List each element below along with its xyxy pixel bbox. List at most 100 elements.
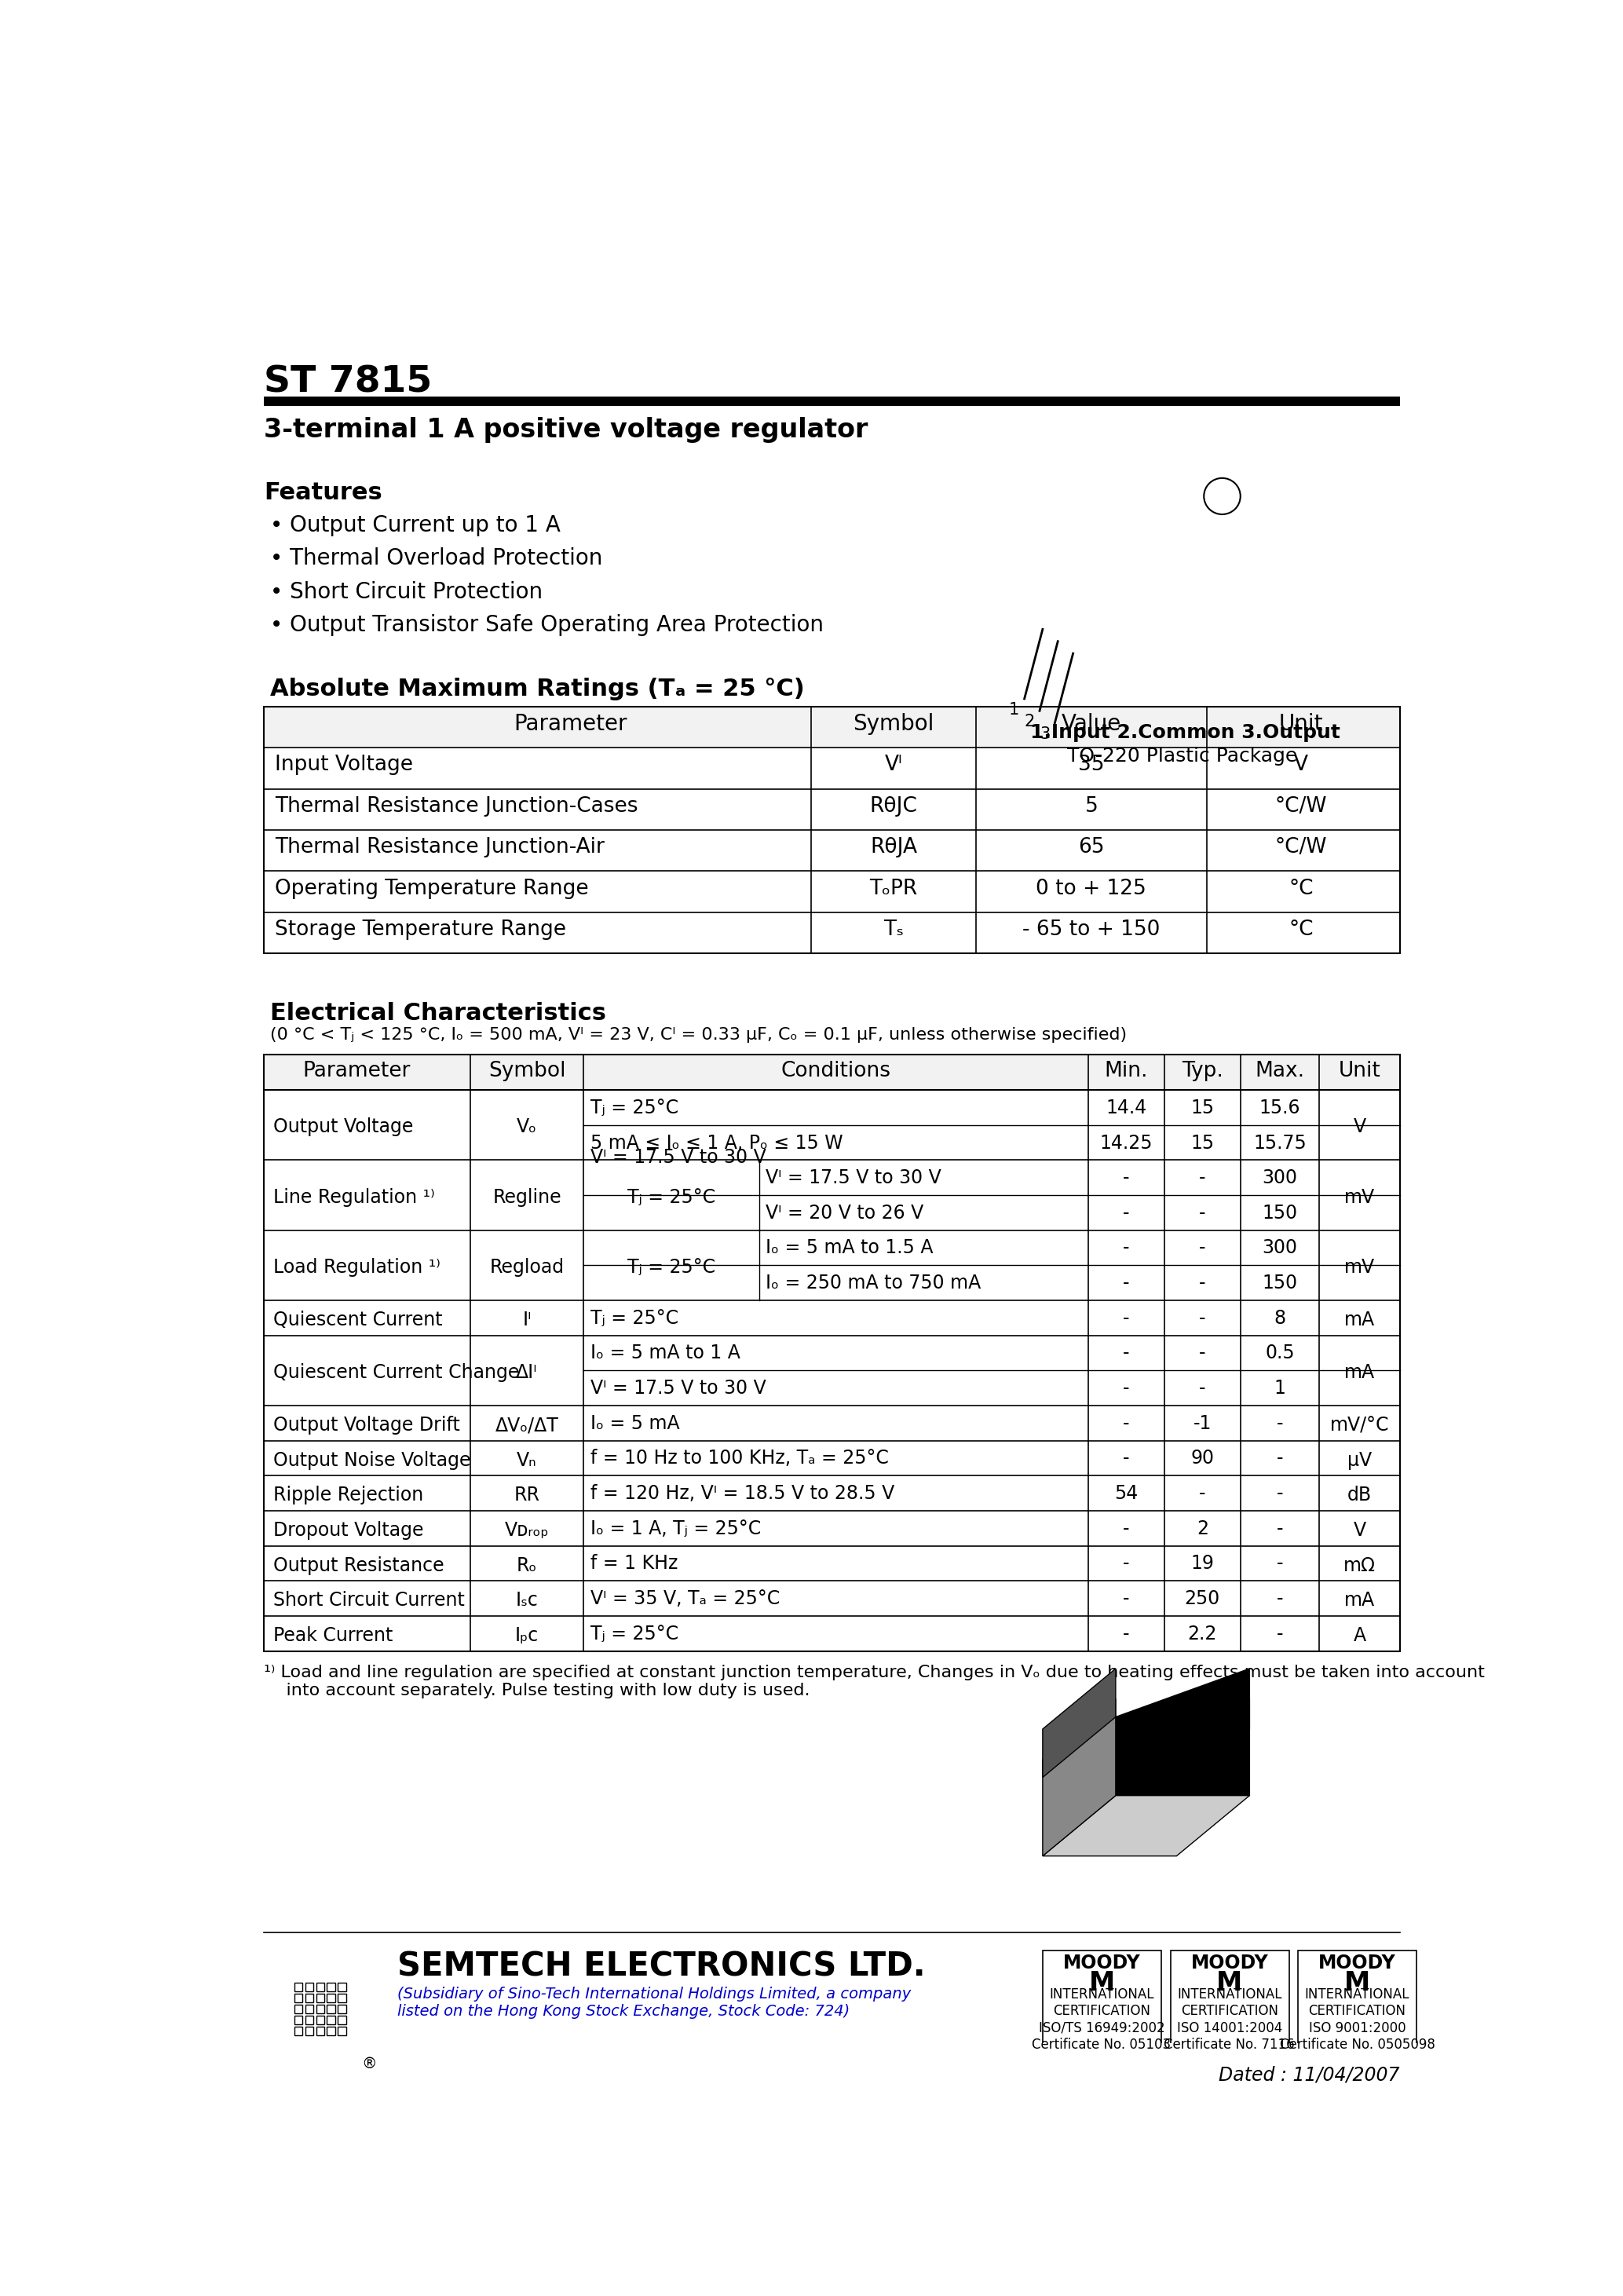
Text: Output Voltage Drift: Output Voltage Drift <box>273 1417 459 1435</box>
Text: -: - <box>1199 1483 1206 1504</box>
Text: Operating Temperature Range: Operating Temperature Range <box>274 879 589 898</box>
Text: -: - <box>1277 1449 1284 1467</box>
Text: INTERNATIONAL: INTERNATIONAL <box>1048 1988 1154 2002</box>
Text: 3-terminal 1 A positive voltage regulator: 3-terminal 1 A positive voltage regulato… <box>263 418 868 443</box>
Text: Tⱼ = 25°C: Tⱼ = 25°C <box>591 1626 678 1644</box>
Text: °C/W: °C/W <box>1276 838 1328 859</box>
Text: -: - <box>1199 1274 1206 1293</box>
Text: mV/°C: mV/°C <box>1329 1417 1389 1435</box>
Text: mV: mV <box>1344 1258 1375 1277</box>
Text: 14.25: 14.25 <box>1100 1134 1152 1153</box>
Text: -1: -1 <box>1193 1414 1211 1433</box>
Text: -: - <box>1123 1343 1130 1364</box>
Text: 15.75: 15.75 <box>1253 1134 1307 1153</box>
Text: f = 10 Hz to 100 KHz, Tₐ = 25°C: f = 10 Hz to 100 KHz, Tₐ = 25°C <box>591 1449 889 1467</box>
Text: 0.5: 0.5 <box>1266 1343 1295 1364</box>
Text: -: - <box>1199 1309 1206 1327</box>
Bar <box>305 2027 313 2034</box>
Text: 15: 15 <box>1191 1134 1214 1153</box>
Bar <box>338 1993 346 2002</box>
Text: -: - <box>1199 1203 1206 1221</box>
Text: Symbol: Symbol <box>854 712 935 735</box>
Text: Absolute Maximum Ratings (Tₐ = 25 °C): Absolute Maximum Ratings (Tₐ = 25 °C) <box>269 677 805 700</box>
Text: -: - <box>1123 1554 1130 1573</box>
Text: mA: mA <box>1344 1364 1375 1382</box>
Bar <box>294 1984 302 1991</box>
Text: -: - <box>1277 1520 1284 1538</box>
Text: -: - <box>1277 1626 1284 1644</box>
Bar <box>305 2016 313 2025</box>
Text: Tₛ: Tₛ <box>883 918 904 939</box>
Bar <box>326 1993 336 2002</box>
Text: Regline: Regline <box>492 1187 562 1208</box>
Text: Vₙ: Vₙ <box>516 1451 537 1469</box>
Text: Min.: Min. <box>1105 1061 1147 1081</box>
Text: Vₒ: Vₒ <box>516 1118 537 1137</box>
Text: 90: 90 <box>1191 1449 1214 1467</box>
Text: -: - <box>1123 1309 1130 1327</box>
Text: Storage Temperature Range: Storage Temperature Range <box>274 918 566 939</box>
Circle shape <box>1204 478 1240 514</box>
Text: CERTIFICATION: CERTIFICATION <box>1053 2004 1151 2018</box>
Text: Output Voltage: Output Voltage <box>273 1118 412 1137</box>
Text: V: V <box>1354 1118 1367 1137</box>
Bar <box>263 1054 1401 1091</box>
Text: -: - <box>1199 1238 1206 1258</box>
Bar <box>338 2016 346 2025</box>
Text: -: - <box>1123 1238 1130 1258</box>
Text: ST 7815: ST 7815 <box>263 365 432 400</box>
Text: 5: 5 <box>1084 797 1097 817</box>
Text: Certificate No. 05103: Certificate No. 05103 <box>1032 2039 1172 2053</box>
Text: 300: 300 <box>1263 1238 1298 1258</box>
Text: ISO 14001:2004: ISO 14001:2004 <box>1177 2020 1282 2034</box>
Text: Iₚᴄ: Iₚᴄ <box>514 1626 539 1646</box>
Text: °C: °C <box>1289 918 1313 939</box>
Text: Quiescent Current Change: Quiescent Current Change <box>273 1364 519 1382</box>
Text: ISO 9001:2000: ISO 9001:2000 <box>1308 2020 1406 2034</box>
Text: Conditions: Conditions <box>781 1061 891 1081</box>
Text: - 65 to + 150: - 65 to + 150 <box>1022 918 1160 939</box>
Text: Output Noise Voltage: Output Noise Voltage <box>273 1451 471 1469</box>
Text: °C: °C <box>1289 879 1313 898</box>
Text: Unit: Unit <box>1339 1061 1381 1081</box>
Text: Iₒ = 1 A, Tⱼ = 25°C: Iₒ = 1 A, Tⱼ = 25°C <box>591 1520 761 1538</box>
Text: -: - <box>1123 1274 1130 1293</box>
Text: Vᴵ = 35 V, Tₐ = 25°C: Vᴵ = 35 V, Tₐ = 25°C <box>591 1589 781 1607</box>
Bar <box>338 2027 346 2034</box>
Text: Peak Current: Peak Current <box>273 1626 393 1646</box>
Text: 1: 1 <box>1274 1380 1285 1398</box>
Bar <box>294 1993 302 2002</box>
Text: 19: 19 <box>1191 1554 1214 1573</box>
Text: Line Regulation ¹⁾: Line Regulation ¹⁾ <box>273 1187 435 1208</box>
Text: Short Circuit Current: Short Circuit Current <box>273 1591 464 1609</box>
Polygon shape <box>1042 1795 1250 1855</box>
Text: -: - <box>1199 1169 1206 1187</box>
Text: 150: 150 <box>1263 1203 1298 1221</box>
Text: Vᴵ: Vᴵ <box>885 755 902 776</box>
Bar <box>338 2004 346 2014</box>
Text: Max.: Max. <box>1255 1061 1305 1081</box>
Text: -: - <box>1123 1203 1130 1221</box>
Bar <box>263 1054 1401 1651</box>
Text: mA: mA <box>1344 1591 1375 1609</box>
Text: RθJC: RθJC <box>870 797 917 817</box>
Text: Thermal Resistance Junction-Cases: Thermal Resistance Junction-Cases <box>274 797 638 817</box>
Text: V: V <box>1354 1520 1367 1541</box>
Text: -: - <box>1199 1343 1206 1364</box>
Text: f = 120 Hz, Vᴵ = 18.5 V to 28.5 V: f = 120 Hz, Vᴵ = 18.5 V to 28.5 V <box>591 1483 894 1504</box>
Text: ¹⁾ Load and line regulation are specified at constant junction temperature, Chan: ¹⁾ Load and line regulation are specifie… <box>263 1665 1485 1699</box>
Text: -: - <box>1123 1449 1130 1467</box>
Text: ISO/TS 16949:2002: ISO/TS 16949:2002 <box>1039 2020 1165 2034</box>
Bar <box>263 707 1401 748</box>
Text: Typ.: Typ. <box>1182 1061 1224 1081</box>
Text: Iₒ = 5 mA to 1.5 A: Iₒ = 5 mA to 1.5 A <box>766 1238 933 1258</box>
Text: M: M <box>1089 1970 1115 1995</box>
Text: μV: μV <box>1347 1451 1371 1469</box>
Text: Iₛᴄ: Iₛᴄ <box>516 1591 539 1609</box>
Text: TO-220 Plastic Package: TO-220 Plastic Package <box>1066 746 1297 767</box>
Text: -: - <box>1277 1414 1284 1433</box>
Text: 54: 54 <box>1115 1483 1138 1504</box>
Text: Vᴵ = 17.5 V to 30 V: Vᴵ = 17.5 V to 30 V <box>591 1148 766 1166</box>
Text: -: - <box>1199 1380 1206 1398</box>
Text: Quiescent Current: Quiescent Current <box>273 1311 441 1329</box>
